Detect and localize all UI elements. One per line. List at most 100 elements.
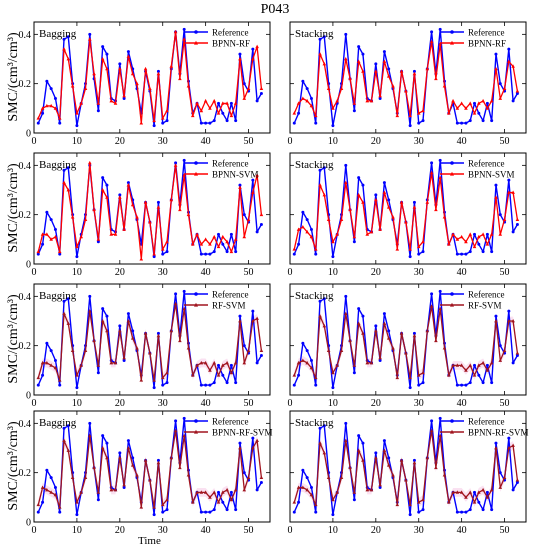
panel-label: Stacking <box>295 159 334 171</box>
data-point <box>221 490 225 494</box>
x-tick-label: 20 <box>115 525 125 536</box>
data-point <box>356 59 361 63</box>
data-point <box>45 232 49 236</box>
data-point <box>357 307 361 311</box>
data-point <box>434 207 438 212</box>
data-point <box>212 234 217 239</box>
data-point <box>221 373 225 377</box>
data-point <box>502 86 507 90</box>
data-point <box>374 328 378 333</box>
data-point <box>314 252 318 256</box>
data-point <box>357 434 361 438</box>
data-point <box>195 363 199 367</box>
data-point <box>365 487 370 492</box>
data-point <box>101 434 105 438</box>
data-point <box>225 508 229 512</box>
data-point <box>455 363 460 367</box>
data-point <box>36 375 41 380</box>
x-tick-label: 10 <box>72 525 82 536</box>
data-point <box>485 232 489 236</box>
data-point <box>468 363 473 367</box>
panel-label: Bagging <box>39 28 77 40</box>
data-point <box>296 360 301 365</box>
data-point <box>481 119 485 123</box>
data-point <box>221 234 225 239</box>
data-point <box>511 488 515 492</box>
data-point <box>148 220 152 224</box>
data-point <box>204 510 208 514</box>
data-point <box>352 371 356 375</box>
legend-marker <box>450 429 454 434</box>
data-point <box>36 249 41 254</box>
data-point <box>301 96 305 100</box>
data-point <box>229 101 233 105</box>
data-point <box>152 386 156 390</box>
data-point <box>135 473 139 477</box>
data-point <box>408 255 412 259</box>
data-point <box>234 250 238 254</box>
data-point <box>242 487 247 492</box>
data-point <box>446 111 451 115</box>
data-point <box>259 92 263 96</box>
data-point <box>464 495 468 499</box>
data-point <box>464 510 468 514</box>
data-point <box>58 252 62 256</box>
x-tick-label: 30 <box>414 525 424 536</box>
data-point <box>296 485 301 489</box>
data-point <box>105 66 109 71</box>
data-point <box>66 166 70 170</box>
data-point <box>199 510 203 514</box>
data-point <box>122 356 126 360</box>
data-point <box>66 35 70 39</box>
data-point <box>322 166 326 170</box>
data-point <box>416 500 421 504</box>
data-point <box>182 289 186 293</box>
data-point <box>126 181 130 185</box>
data-point <box>515 92 519 96</box>
data-point <box>182 416 186 420</box>
data-point <box>442 346 447 350</box>
data-point <box>331 106 335 110</box>
data-point <box>101 176 105 180</box>
data-point <box>344 294 348 298</box>
series-bpnn-rf-svm <box>36 428 264 509</box>
data-point <box>318 37 322 41</box>
data-point <box>88 32 92 36</box>
data-point <box>318 426 322 430</box>
data-point <box>292 500 297 504</box>
data-point <box>130 71 135 76</box>
data-point <box>160 116 165 120</box>
data-point <box>374 455 378 460</box>
data-point <box>41 500 45 504</box>
data-point <box>203 490 208 494</box>
data-point <box>309 103 314 108</box>
data-point <box>87 433 92 438</box>
legend-label: Reference <box>212 289 248 299</box>
data-point <box>62 168 66 172</box>
data-point <box>62 438 66 442</box>
data-point <box>238 185 242 189</box>
data-point <box>331 255 335 259</box>
data-point <box>322 192 327 197</box>
data-point <box>105 455 109 460</box>
data-point <box>421 497 425 502</box>
data-point <box>446 500 451 504</box>
panel-bagging-row-2: 0 10 20 30 40 50 0 0.2 0.4 Bagging ReferenceBPNN-S… <box>19 152 271 278</box>
data-point <box>190 500 195 504</box>
data-point <box>348 207 352 212</box>
legend-label: Reference <box>212 416 248 426</box>
data-point <box>507 59 511 63</box>
legend-marker <box>450 161 454 165</box>
data-point <box>255 488 259 492</box>
y-axis-title-row-2: SMC/(cm³/cm³) <box>6 162 21 253</box>
data-point <box>429 170 434 175</box>
data-point <box>515 217 520 221</box>
data-point <box>255 44 259 49</box>
data-point <box>195 232 199 236</box>
data-point <box>118 195 122 199</box>
data-point <box>472 500 477 504</box>
data-point <box>387 329 391 333</box>
data-point <box>152 513 156 517</box>
y-axis-title-row-1: SMC/(cm³/cm³) <box>6 31 21 122</box>
data-point <box>361 52 365 56</box>
